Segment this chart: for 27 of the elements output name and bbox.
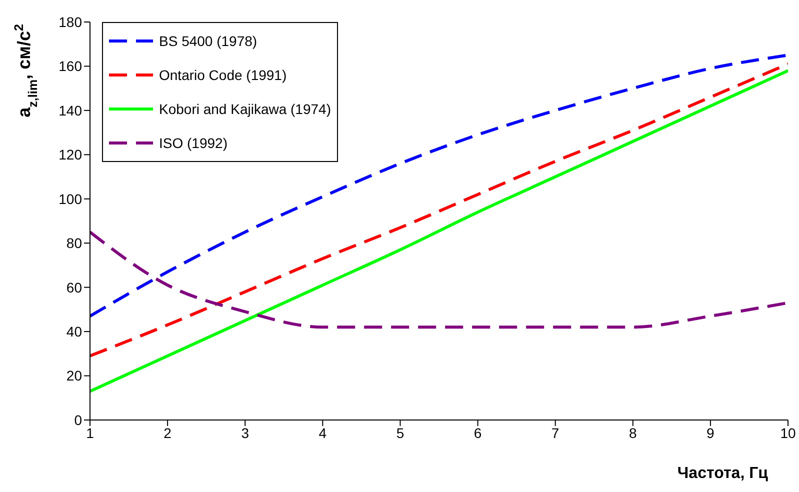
x-tick-label: 8 bbox=[628, 424, 637, 441]
y-tick-label: 100 bbox=[58, 190, 82, 207]
y-tick-label: 80 bbox=[66, 235, 82, 252]
x-tick-label: 10 bbox=[780, 424, 796, 441]
y-tick-label: 140 bbox=[58, 102, 82, 118]
line-series bbox=[90, 230, 788, 329]
y-tick-label: 60 bbox=[66, 279, 82, 296]
x-tick-label: 1 bbox=[86, 424, 94, 441]
x-tick-label: 2 bbox=[164, 424, 172, 441]
x-tick-label: 5 bbox=[396, 424, 404, 441]
legend-label: Kobori and Kajikawa (1974) bbox=[159, 101, 331, 117]
x-tick-label: 9 bbox=[706, 424, 715, 441]
y-tick-label: 40 bbox=[66, 324, 82, 340]
y-tick-label: 0 bbox=[74, 412, 82, 428]
x-tick-label: 7 bbox=[551, 424, 560, 441]
x-tick-label: 6 bbox=[474, 424, 482, 441]
legend-label: ISO (1992) bbox=[159, 135, 228, 151]
y-tick-label: 120 bbox=[58, 146, 82, 163]
y-tick-label: 160 bbox=[58, 58, 82, 74]
y-tick-label: 20 bbox=[66, 368, 82, 384]
x-tick-label: 4 bbox=[318, 424, 327, 441]
x-axis-title: Частота, Гц bbox=[677, 465, 768, 482]
legend-label: BS 5400 (1978) bbox=[159, 33, 258, 49]
line-series bbox=[90, 54, 788, 318]
legend-label: Ontario Code (1991) bbox=[159, 67, 287, 83]
y-tick-label: 180 bbox=[58, 14, 82, 30]
x-tick-label: 3 bbox=[241, 424, 250, 441]
